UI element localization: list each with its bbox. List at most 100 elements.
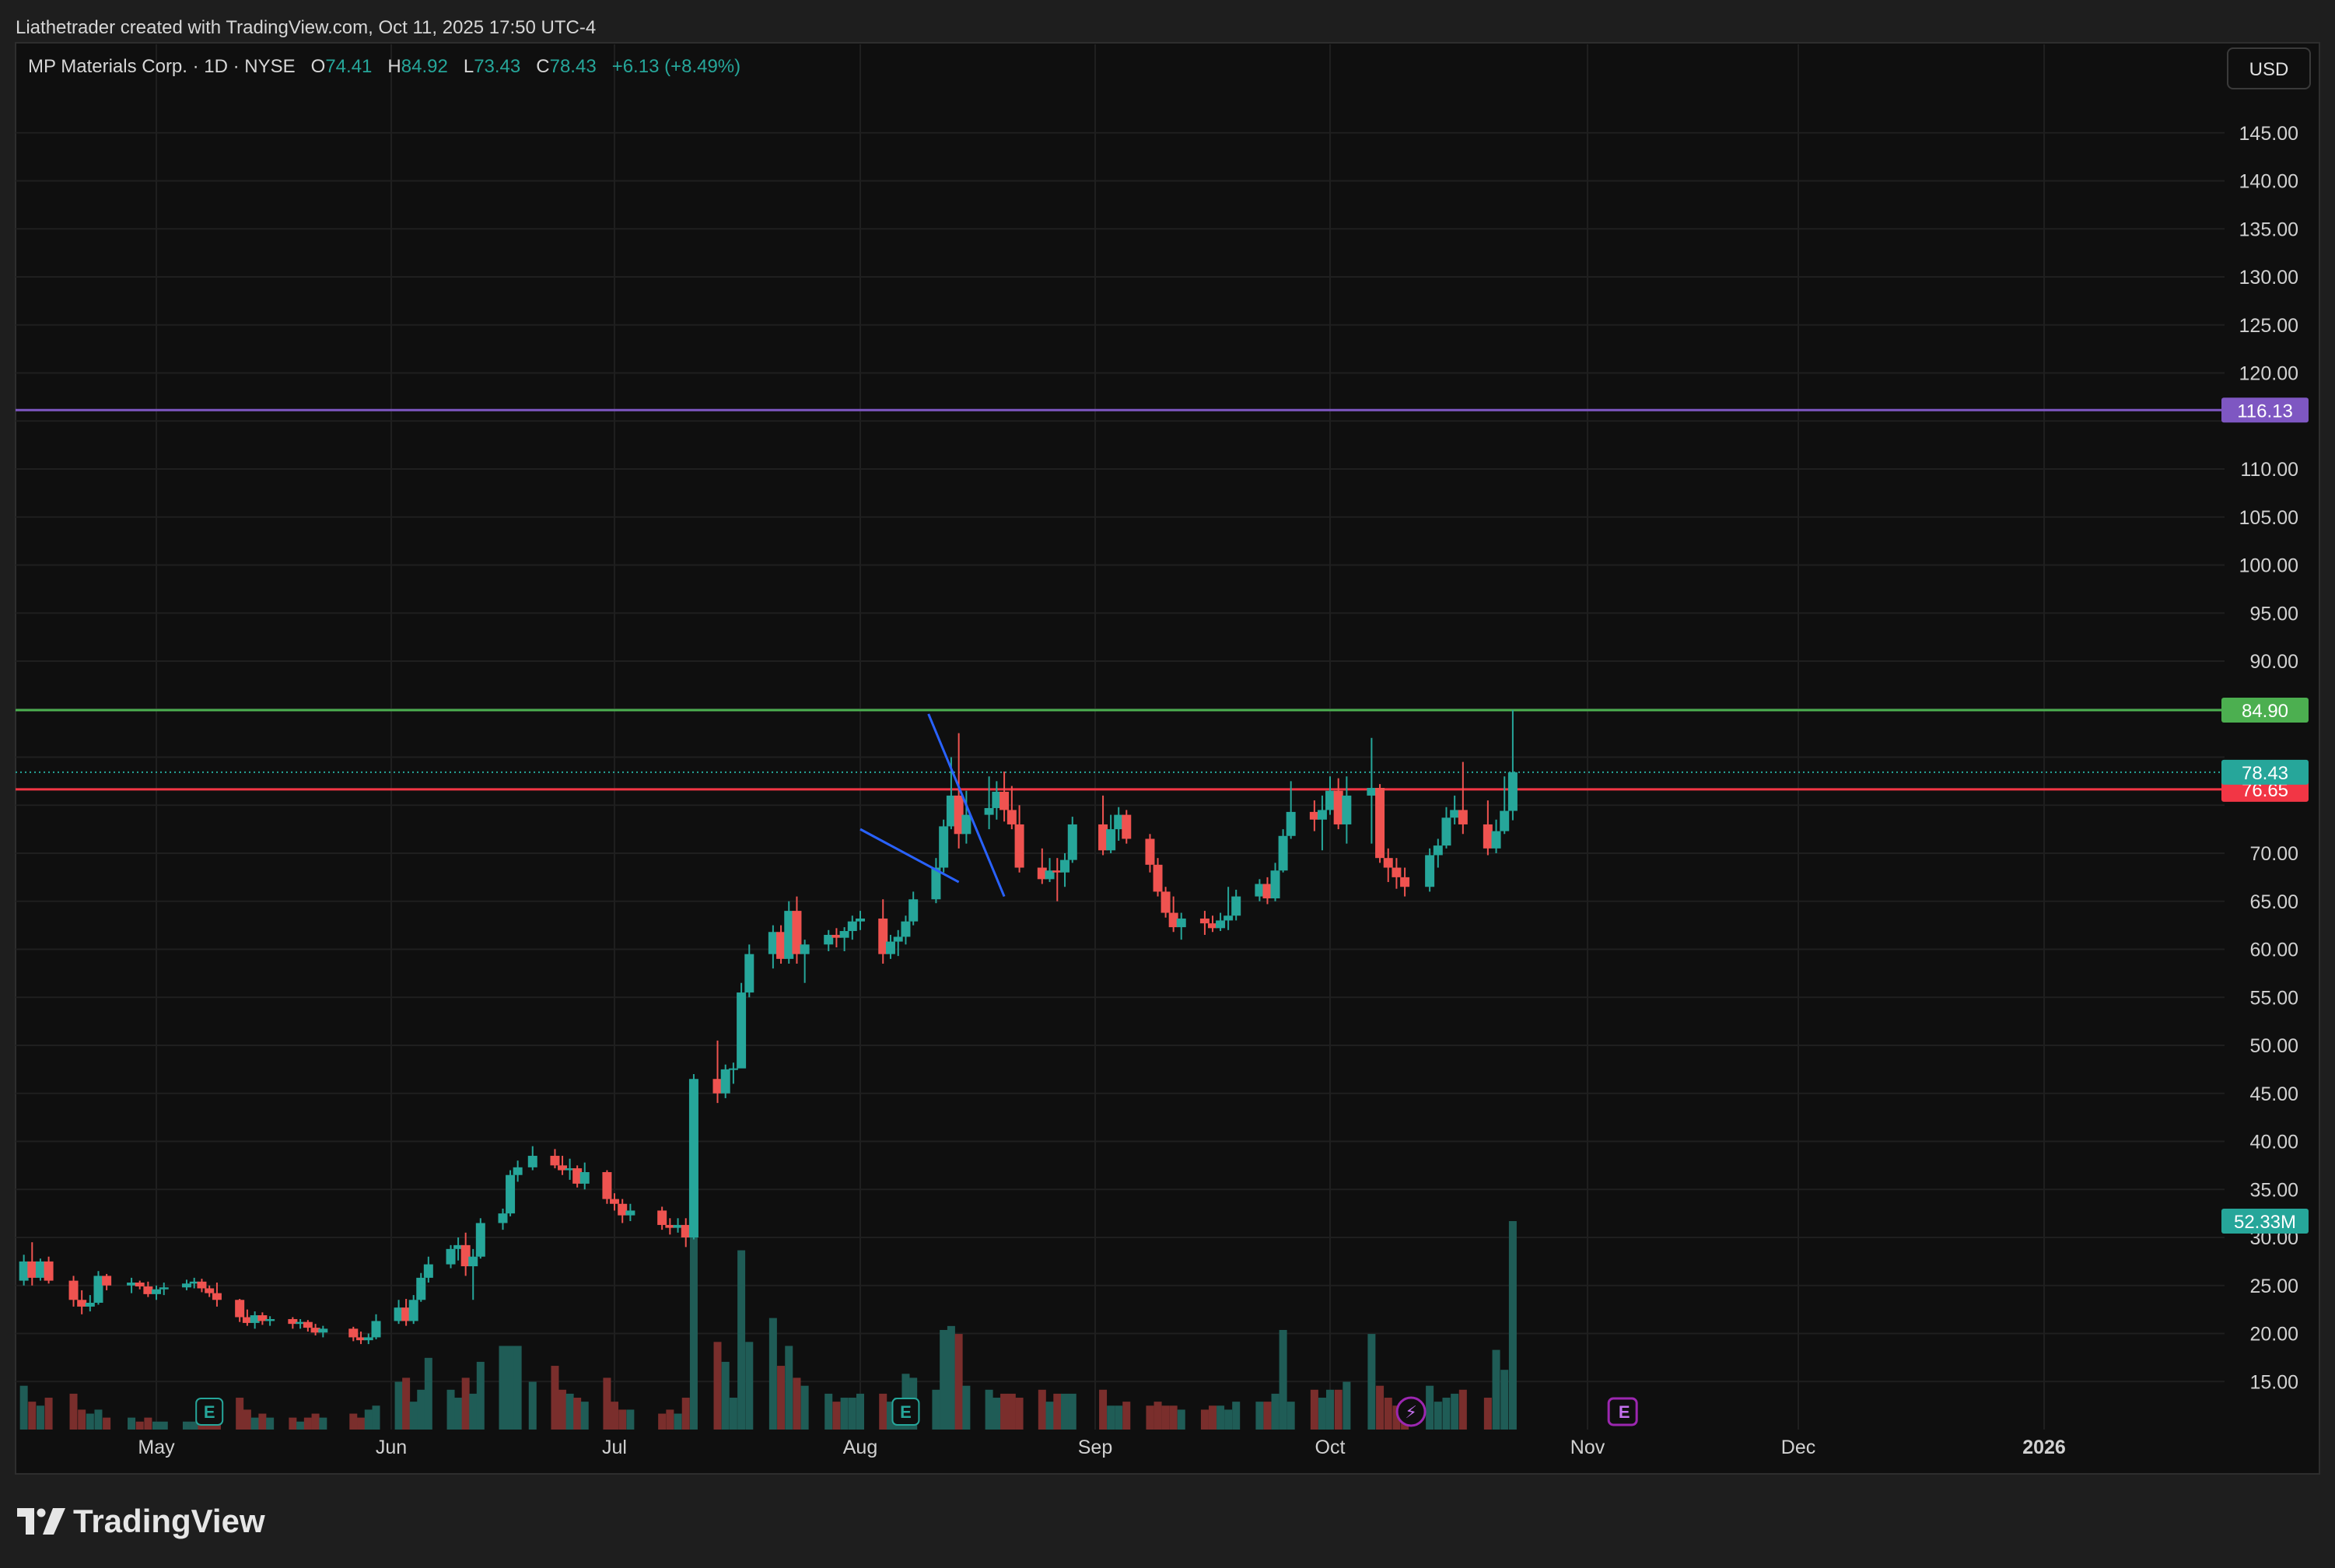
y-tick-label: 45.00	[2249, 1083, 2298, 1105]
candle-body	[1006, 810, 1017, 824]
candle-body	[468, 1256, 478, 1267]
volume-bar	[1122, 1402, 1131, 1430]
volume-bar	[1200, 1409, 1209, 1430]
candle-body	[908, 899, 919, 922]
volume-bar	[580, 1402, 589, 1430]
candle-body	[242, 1317, 252, 1323]
volume-bar	[1053, 1393, 1062, 1430]
candle-body	[720, 1069, 730, 1094]
volume-bar	[745, 1342, 754, 1430]
candle-body	[394, 1307, 404, 1321]
candle-body	[728, 1068, 738, 1070]
volume-bar	[44, 1398, 53, 1430]
volume-bar	[1068, 1393, 1076, 1430]
volume-bar	[1451, 1393, 1459, 1430]
candle-body	[1425, 855, 1435, 887]
volume-bar	[357, 1417, 366, 1430]
y-tick-label: 140.00	[2239, 171, 2298, 193]
open-label: O	[310, 56, 326, 77]
attribution-text: Liathetrader created with TradingView.co…	[16, 17, 597, 38]
event-markers[interactable]: E E ⚡ E	[195, 1396, 1638, 1427]
candle-body	[1450, 810, 1460, 818]
candle-body	[189, 1281, 199, 1284]
volume-bar	[159, 1421, 168, 1430]
volume-bar	[1169, 1405, 1178, 1430]
time-axis[interactable]: May Jun Jul Aug Sep Oct Nov Dec 2026	[138, 1437, 2065, 1458]
volume-bar	[1217, 1405, 1225, 1430]
symbol-legend: MP Materials Corp. · 1D · NYSE O74.41 H8…	[28, 56, 740, 78]
candle-body	[1309, 811, 1319, 820]
candle-body	[1262, 884, 1273, 899]
candle-body	[1208, 923, 1217, 929]
volume-bars	[19, 1210, 1517, 1430]
high-value: 84.92	[401, 56, 448, 77]
level-badge	[2221, 697, 2309, 723]
candle-body	[288, 1318, 298, 1325]
volume-bar	[689, 1210, 698, 1430]
volume-bar	[1384, 1398, 1392, 1430]
volume-bar	[932, 1389, 940, 1430]
candle-body	[1286, 811, 1296, 836]
horizontal-lines[interactable]	[16, 408, 2225, 791]
candle-body	[558, 1165, 568, 1171]
trend-lines[interactable]	[859, 713, 1006, 898]
candle-body	[310, 1328, 320, 1333]
candle-body	[1500, 810, 1510, 831]
candle-body	[1400, 877, 1410, 887]
volume-bar	[1458, 1389, 1467, 1430]
volume-bar	[506, 1346, 515, 1430]
candle-body	[68, 1280, 79, 1300]
level-badge-label: 84.90	[2242, 701, 2288, 722]
candle-body	[1278, 835, 1288, 871]
volume-bar	[737, 1250, 746, 1430]
candle-body	[737, 992, 747, 1069]
currency-button[interactable]: USD	[2227, 47, 2311, 89]
y-tick-label: 70.00	[2249, 843, 2298, 865]
volume-bar	[573, 1398, 582, 1430]
y-tick-label: 50.00	[2249, 1035, 2298, 1057]
candle-body	[579, 1172, 590, 1184]
volume-bar	[1508, 1221, 1517, 1430]
volume-bar	[182, 1421, 191, 1430]
candle-body	[1433, 845, 1443, 856]
brand-footer[interactable]: TradingView	[17, 1503, 265, 1540]
candle-body	[408, 1300, 418, 1321]
candle-body	[1114, 814, 1124, 830]
candle-body	[565, 1168, 575, 1171]
volume-bar	[940, 1329, 948, 1430]
candle-body	[610, 1199, 619, 1204]
candle-body	[792, 911, 802, 954]
candle-body	[839, 931, 849, 938]
volume-bar	[1255, 1402, 1264, 1430]
y-tick-label: 20.00	[2249, 1324, 2298, 1346]
candle-body	[356, 1337, 366, 1341]
candle-body	[681, 1224, 691, 1237]
volume-badge-label: 52.33M	[2234, 1212, 2296, 1233]
candle-body	[85, 1302, 95, 1307]
x-tick-label: Oct	[1315, 1437, 1346, 1458]
volume-bar	[1442, 1398, 1451, 1430]
y-tick-label: 25.00	[2249, 1276, 2298, 1297]
volume-bar	[603, 1377, 611, 1430]
candle-body	[954, 795, 964, 835]
candle-body	[999, 791, 1010, 810]
price-axis[interactable]: 145.00 140.00 135.00 130.00 125.00 120.00 110.…	[2239, 123, 2298, 1394]
candle-body	[475, 1223, 485, 1257]
candle-body	[768, 932, 778, 954]
candle-body	[1045, 870, 1055, 880]
candle-body	[1224, 915, 1234, 921]
last-price-badge-label: 78.43	[2242, 763, 2288, 784]
volume-bar	[1263, 1402, 1272, 1430]
volume-bar	[266, 1417, 275, 1430]
candle-body	[1153, 864, 1163, 892]
volume-bar	[250, 1417, 259, 1430]
volume-bar	[768, 1318, 777, 1430]
candle-body	[460, 1244, 471, 1267]
y-tick-label: 135.00	[2239, 219, 2298, 240]
volume-bar	[666, 1409, 674, 1430]
candle-body	[1392, 867, 1402, 877]
candle-body	[744, 954, 754, 993]
chart-pane	[15, 42, 2320, 1475]
candle-body	[657, 1210, 667, 1225]
